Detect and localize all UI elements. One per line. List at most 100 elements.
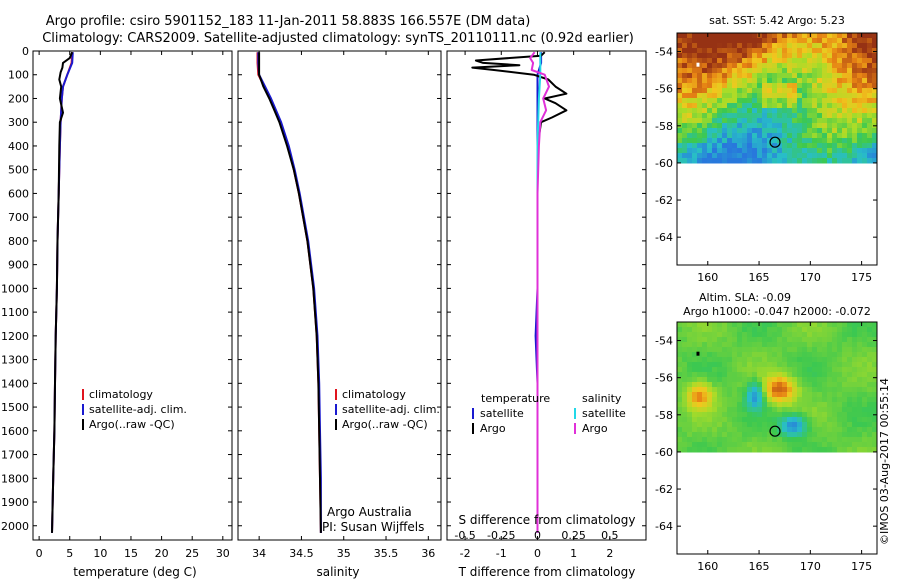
map-cell [807, 332, 813, 338]
map-cell [837, 357, 843, 363]
map-cell [862, 98, 868, 104]
map-cell [812, 93, 818, 99]
y-tick-label: 1100 [1, 306, 29, 319]
map-cell [677, 402, 683, 408]
map-cell [812, 357, 818, 363]
map-cell [707, 78, 713, 84]
map-cell [797, 153, 803, 159]
map-cell [867, 58, 873, 64]
map-cell [852, 422, 858, 428]
map-cell [772, 377, 778, 383]
map-cell [817, 138, 823, 144]
map-cell [762, 357, 768, 363]
map-cell [792, 33, 798, 39]
map-cell [707, 63, 713, 69]
map-cell [802, 332, 808, 338]
map-cell [807, 143, 813, 149]
y-tick-label: -56 [655, 372, 673, 385]
map-cell [832, 33, 838, 39]
x-tick-label: 20 [155, 547, 169, 560]
map-cell [752, 43, 758, 49]
map-cell [702, 372, 708, 378]
map-cell [772, 372, 778, 378]
map-cell [737, 48, 743, 54]
map-cell [682, 332, 688, 338]
map-cell [832, 332, 838, 338]
map-cell [682, 158, 688, 164]
map-cell [857, 322, 863, 328]
map-cell [722, 437, 728, 443]
map-cell [737, 427, 743, 433]
map-cell [862, 357, 868, 363]
map-cell [697, 367, 703, 373]
map-cell [797, 113, 803, 119]
map-cell [822, 387, 828, 393]
map-cell [862, 138, 868, 144]
map-cell [807, 367, 813, 373]
map-cell [777, 387, 783, 393]
map-cell [862, 128, 868, 134]
map-cell [827, 118, 833, 124]
map-cell [777, 58, 783, 64]
map-cell [702, 447, 708, 453]
map-cell [837, 108, 843, 114]
map-cell [802, 58, 808, 64]
map-cell [757, 118, 763, 124]
map-cell [732, 417, 738, 423]
map-cell [802, 43, 808, 49]
map-cell [742, 392, 748, 398]
map-cell [722, 407, 728, 413]
map-cell [837, 332, 843, 338]
map-cell [692, 367, 698, 373]
map-cell [782, 78, 788, 84]
map-cell [702, 153, 708, 159]
map-cell [842, 432, 848, 438]
map-cell [867, 68, 873, 74]
map-cell [767, 78, 773, 84]
map-cell [867, 362, 873, 368]
map-cell [857, 422, 863, 428]
island-marker [696, 351, 700, 356]
map-cell [787, 128, 793, 134]
map-cell [692, 38, 698, 44]
map-cell [782, 442, 788, 448]
map-cell [702, 148, 708, 154]
map-cell [712, 327, 718, 333]
map-cell [742, 88, 748, 94]
map-cell [857, 48, 863, 54]
map-cell [762, 407, 768, 413]
map-cell [872, 103, 877, 109]
map-cell [817, 327, 823, 333]
map-cell [787, 367, 793, 373]
map-cell [742, 73, 748, 79]
map-cell [722, 347, 728, 353]
map-cell [697, 58, 703, 64]
map-cell [777, 78, 783, 84]
map-cell [697, 417, 703, 423]
map-cell [692, 387, 698, 393]
map-cell [862, 372, 868, 378]
map-cell [682, 412, 688, 418]
map-cell [852, 412, 858, 418]
map-cell [737, 113, 743, 119]
map-cell [757, 108, 763, 114]
map-cell [712, 63, 718, 69]
map-cell [772, 352, 778, 358]
map-cell [737, 377, 743, 383]
map-cell [857, 397, 863, 403]
map-cell [687, 123, 693, 129]
map-cell [742, 367, 748, 373]
map-cell [732, 68, 738, 74]
map-cell [827, 78, 833, 84]
map-cell [792, 113, 798, 119]
pi-label: PI: Susan Wijffels [322, 520, 424, 534]
map-cell [867, 38, 873, 44]
map-cell [747, 58, 753, 64]
map-cell [697, 332, 703, 338]
map-cell [777, 73, 783, 79]
map-cell [757, 138, 763, 144]
map-cell [762, 397, 768, 403]
map-cell [812, 98, 818, 104]
map-cell [842, 322, 848, 328]
map-cell [712, 43, 718, 49]
